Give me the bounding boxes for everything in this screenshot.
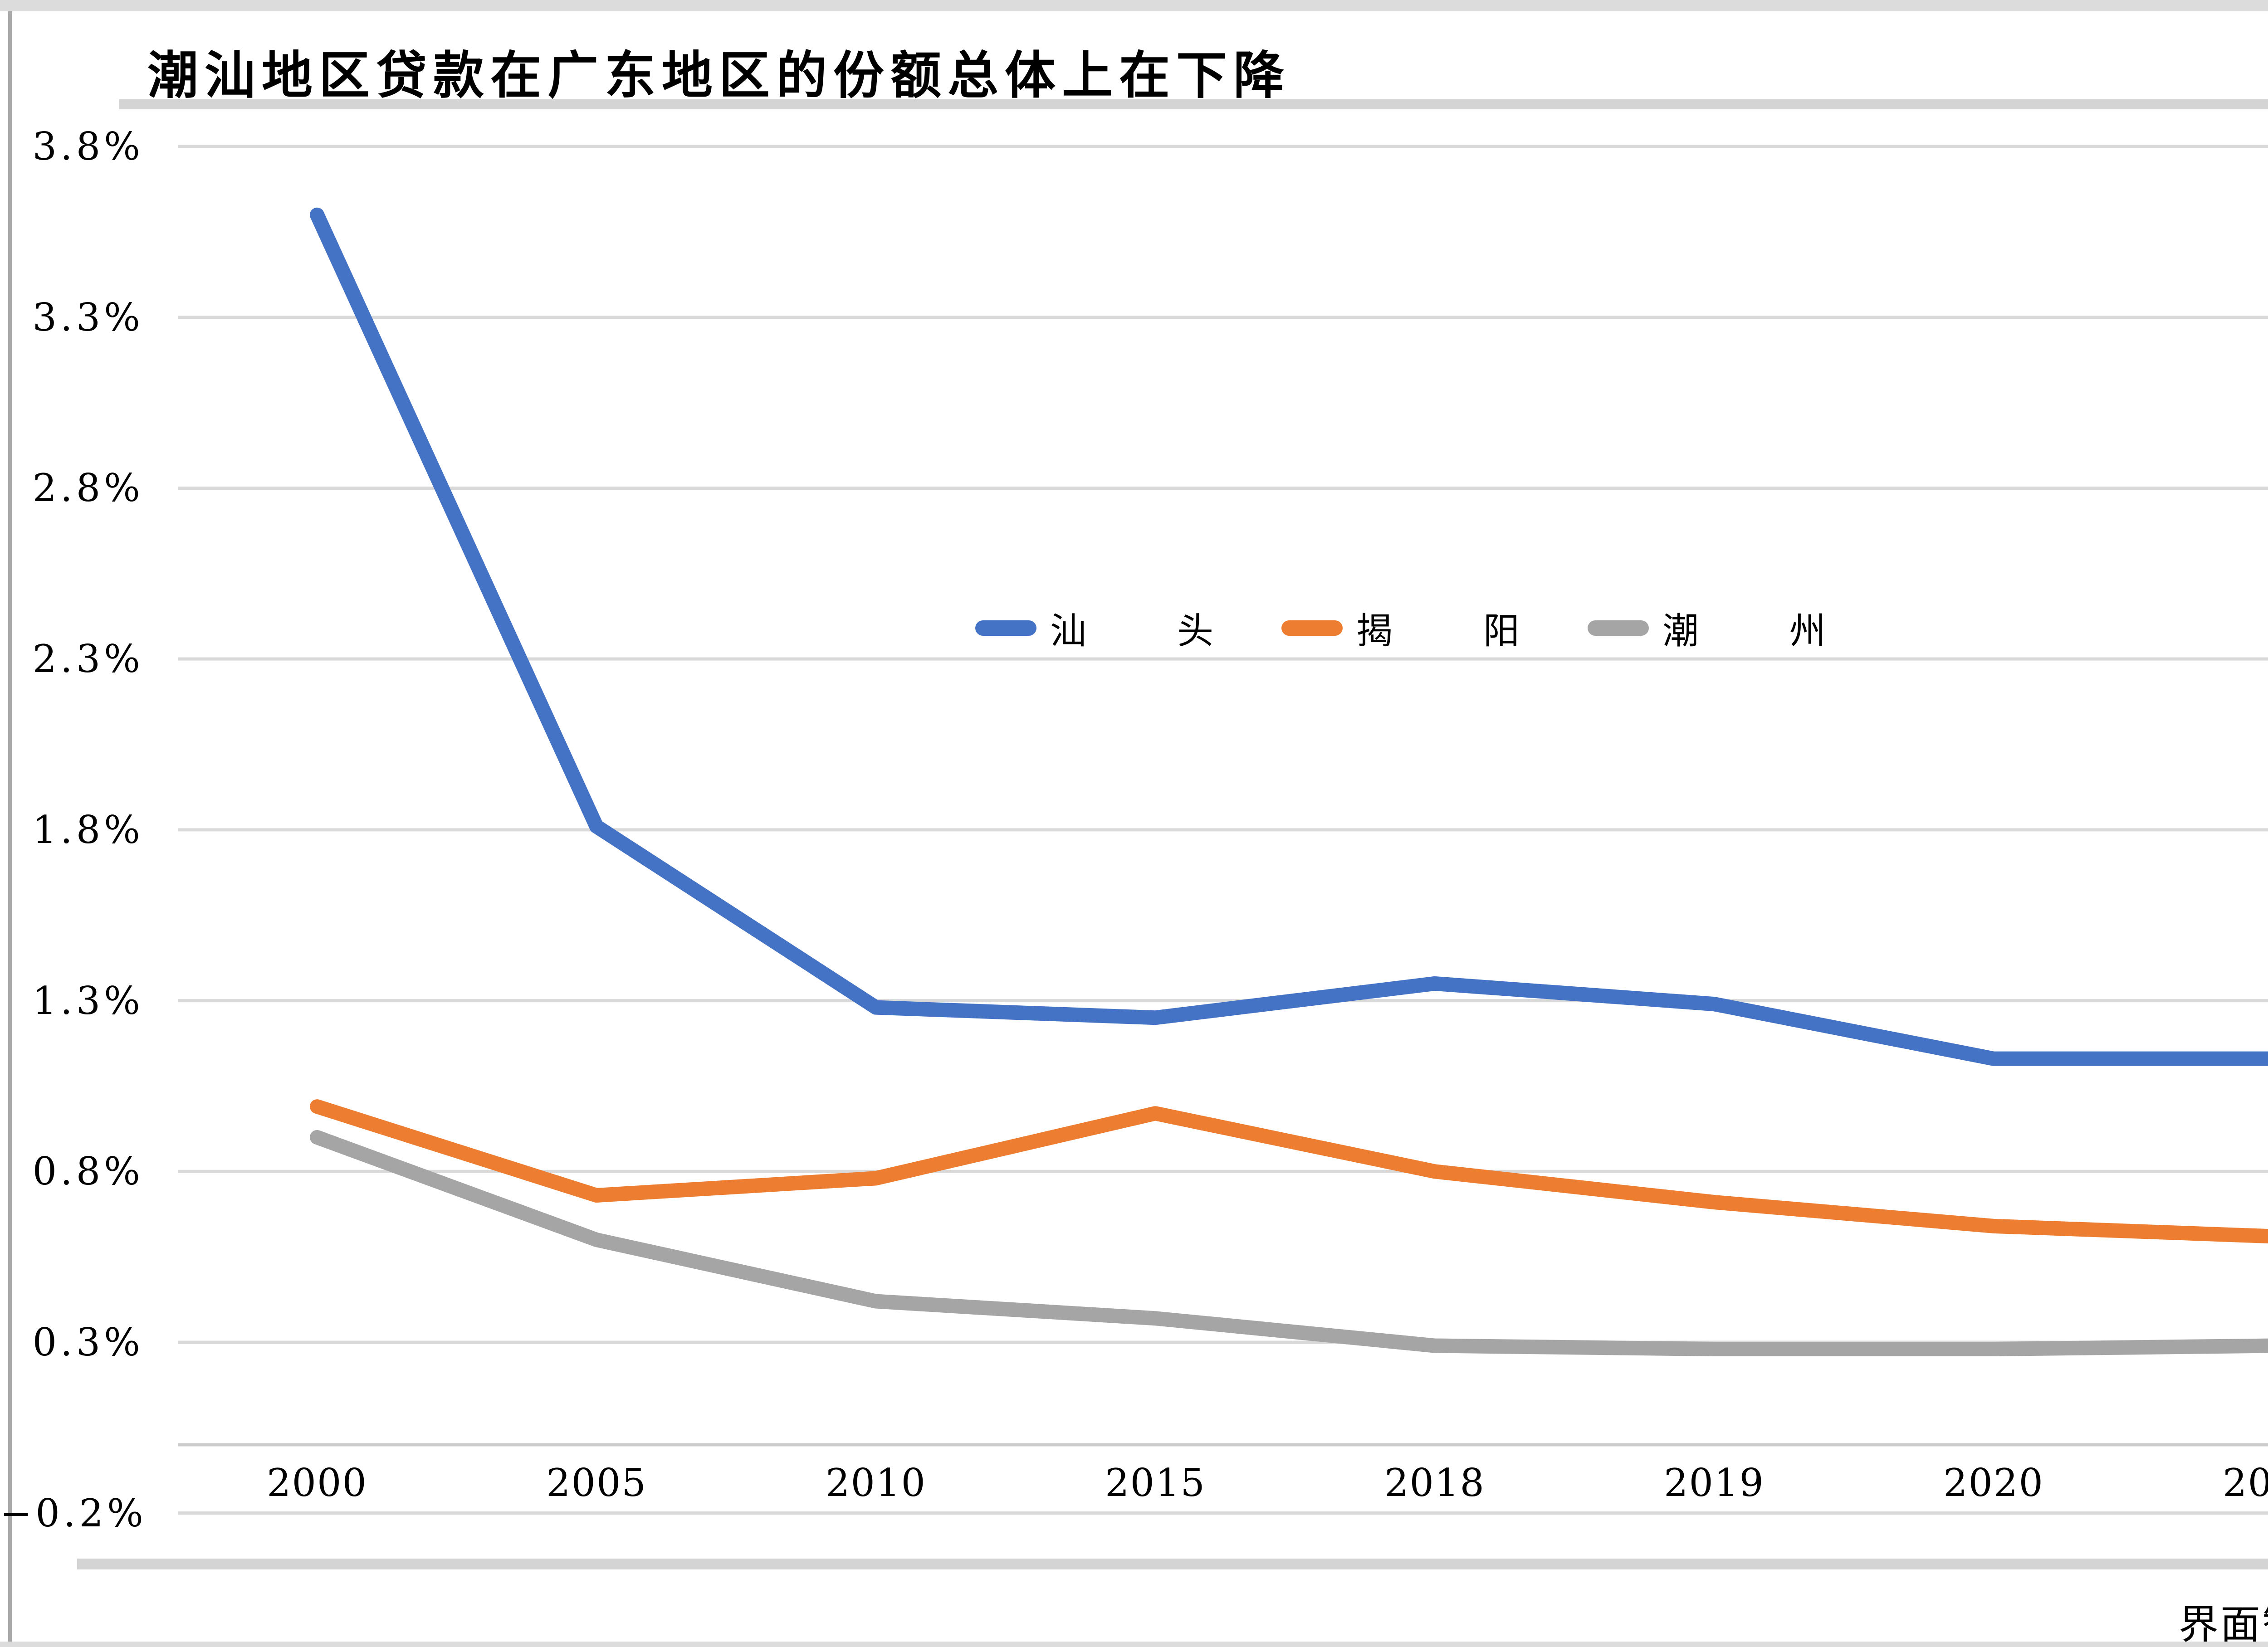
legend-item-揭阳: 揭阳 — [1281, 602, 1533, 654]
y-axis-tick-label: 0.3% — [32, 1320, 144, 1364]
bottom-separator-bar — [77, 1559, 2268, 1569]
series-line-揭阳 — [310, 1099, 2268, 1244]
series-line-潮州 — [310, 1130, 2268, 1357]
series-line-汕头 — [310, 207, 2268, 1066]
y-axis-tick-label: 1.8% — [32, 807, 144, 852]
x-axis-tick-label: 2018 — [1384, 1461, 1485, 1505]
legend-label: 潮州 — [1662, 610, 1916, 652]
legend-item-潮州: 潮州 — [1588, 602, 1839, 654]
y-axis-tick-label: 3.3% — [32, 295, 144, 340]
chart-title: 潮汕地区贷款在广东地区的份额总体上在下降 — [147, 46, 1290, 105]
y-axis-tick-label: 2.8% — [32, 466, 144, 511]
legend-swatch-icon — [1281, 620, 1343, 636]
legend-label: 揭阳 — [1356, 610, 1610, 652]
source-note: 界面智库、广东省统计局 — [2178, 1601, 2268, 1647]
x-axis-tick-label: 2019 — [1664, 1461, 1765, 1505]
x-axis-tick-label: 2015 — [1105, 1461, 1206, 1505]
legend-swatch-icon — [975, 620, 1036, 636]
title-separator-bar — [119, 99, 2268, 109]
left-edge-line — [8, 11, 12, 1642]
legend-swatch-icon — [1588, 620, 1649, 636]
x-axis-tick-label: 2010 — [826, 1461, 926, 1505]
x-axis-tick-label: 2021 — [2223, 1461, 2268, 1505]
legend: 汕头 揭阳 潮州 — [975, 608, 1839, 652]
legend-label: 汕头 — [1050, 610, 1304, 652]
top-edge-strip — [0, 0, 2268, 11]
y-axis-tick-label: 1.3% — [32, 978, 144, 1023]
y-axis-tick-label: −0.2% — [0, 1491, 147, 1535]
y-axis-tick-label: 2.3% — [32, 637, 144, 682]
x-axis-tick-label: 2005 — [546, 1461, 647, 1505]
bottom-edge-strip — [0, 1642, 2268, 1647]
gridlines — [178, 145, 2268, 1515]
series-lines — [310, 207, 2268, 1357]
y-axis-tick-label: 0.8% — [32, 1149, 144, 1194]
x-axis-tick-label: 2000 — [267, 1461, 367, 1505]
y-axis-tick-label: 3.8% — [32, 124, 144, 169]
legend-item-汕头: 汕头 — [975, 602, 1227, 654]
x-axis-tick-label: 2020 — [1943, 1461, 2044, 1505]
